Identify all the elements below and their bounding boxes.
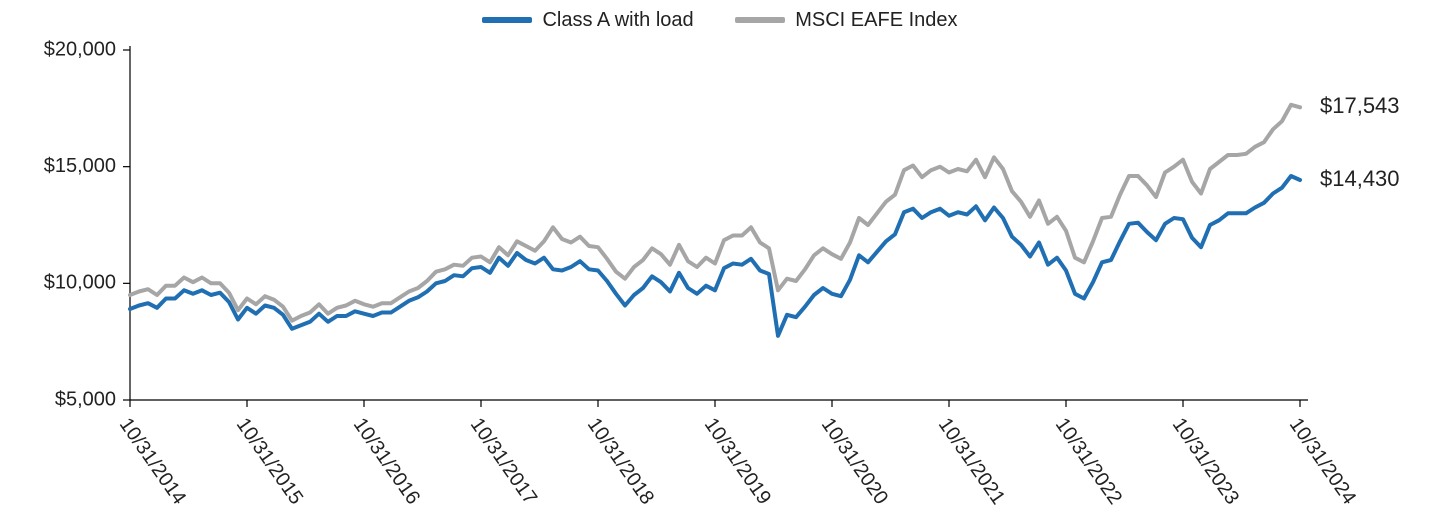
chart-legend: Class A with load MSCI EAFE Index: [0, 6, 1440, 32]
x-tick-label: 10/31/2023: [1168, 414, 1243, 509]
legend-swatch-msci: [735, 17, 785, 23]
x-tick-label: 10/31/2020: [817, 414, 892, 509]
x-tick-label: 10/31/2022: [1051, 414, 1126, 509]
legend-item-class-a: Class A with load: [482, 9, 693, 32]
y-tick-label: $15,000: [44, 155, 116, 177]
x-tick-label-group: 10/31/2016: [349, 414, 424, 509]
series-end-label-class_a: $14,430: [1320, 166, 1400, 191]
x-tick-label-group: 10/31/2019: [700, 414, 775, 509]
x-tick-label-group: 10/31/2022: [1051, 414, 1126, 509]
series-end-label-msci: $17,543: [1320, 93, 1400, 118]
x-tick-label-group: 10/31/2024: [1285, 414, 1360, 509]
legend-label-class-a: Class A with load: [542, 9, 693, 32]
x-tick-label: 10/31/2016: [349, 414, 424, 509]
x-tick-label-group: 10/31/2018: [583, 414, 658, 509]
x-tick-label: 10/31/2014: [115, 414, 190, 509]
x-tick-label: 10/31/2021: [934, 414, 1009, 509]
x-tick-label-group: 10/31/2023: [1168, 414, 1243, 509]
y-tick-label: $5,000: [55, 388, 116, 410]
y-tick-label: $20,000: [44, 38, 116, 60]
legend-swatch-class-a: [482, 17, 532, 23]
growth-chart: Class A with load MSCI EAFE Index $5,000…: [0, 0, 1440, 516]
chart-svg: $5,000 $10,000 $15,000 $20,000 10/31/2014 10/…: [0, 0, 1440, 516]
x-tick-label-group: 10/31/2021: [934, 414, 1009, 509]
y-tick-label: $10,000: [44, 272, 116, 294]
x-tick-label: 10/31/2018: [583, 414, 658, 509]
x-tick-label-group: 10/31/2015: [232, 414, 307, 509]
legend-label-msci: MSCI EAFE Index: [795, 9, 957, 32]
series-line-class_a: [130, 176, 1300, 336]
x-tick-label-group: 10/31/2017: [466, 414, 541, 509]
x-tick-label: 10/31/2024: [1285, 414, 1360, 509]
x-tick-label-group: 10/31/2014: [115, 414, 190, 509]
x-tick-label-group: 10/31/2020: [817, 414, 892, 509]
x-tick-label: 10/31/2017: [466, 414, 541, 509]
x-tick-label: 10/31/2019: [700, 414, 775, 509]
legend-item-msci: MSCI EAFE Index: [735, 9, 957, 32]
x-tick-label: 10/31/2015: [232, 414, 307, 509]
